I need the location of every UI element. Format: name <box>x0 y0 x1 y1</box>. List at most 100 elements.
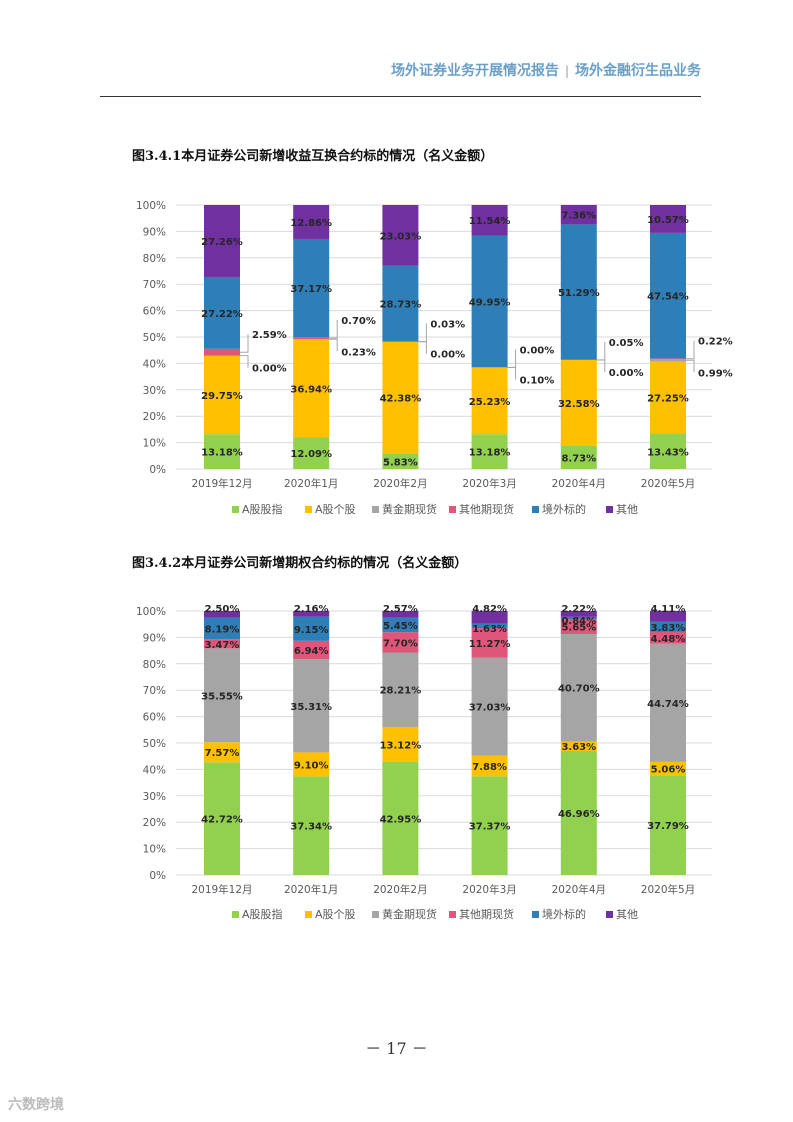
data-label: 0.84% <box>561 616 596 627</box>
bar-segment <box>650 433 686 469</box>
bar-segment <box>293 611 330 617</box>
bar-segment <box>204 205 240 277</box>
data-label: 37.17% <box>290 284 332 295</box>
bar-segment <box>650 631 686 644</box>
bar-segment <box>204 348 240 356</box>
legend-label: 其他期现货 <box>459 907 514 921</box>
data-label: 36.94% <box>290 384 332 395</box>
bar-segment <box>560 204 597 225</box>
legend-swatch <box>606 506 613 513</box>
bar-segment <box>204 648 240 743</box>
bar-segment <box>382 611 419 618</box>
bar-segment <box>560 619 597 634</box>
figure-2-chart: 0% 10% 20% 30% 40% 50% 60% 70% 80% 90% 100% 2019年12… <box>136 604 712 921</box>
bar-segment <box>560 751 597 875</box>
data-label: 12.09% <box>290 449 332 460</box>
bar-segment <box>650 358 686 362</box>
legend-label: 其他期现货 <box>459 502 514 516</box>
data-label: 27.25% <box>647 394 689 405</box>
data-label: 3.63% <box>561 742 596 753</box>
legend-swatch <box>305 911 312 918</box>
data-label: 0.00% <box>520 345 555 356</box>
bar-segment <box>293 659 330 753</box>
data-label: 3.83% <box>651 623 686 634</box>
bar-segment <box>204 639 240 649</box>
data-label: 2.22% <box>561 604 596 615</box>
y-tick-label: 10% <box>143 438 166 450</box>
bar-segment <box>560 741 597 752</box>
data-label: 46.96% <box>558 809 600 820</box>
callout-line <box>240 355 249 368</box>
bar-segment <box>650 761 686 776</box>
data-label: 7.36% <box>561 211 596 222</box>
callout-line <box>329 320 338 339</box>
data-label: 8.73% <box>561 453 596 464</box>
x-tick-label: 2019年12月 <box>191 477 252 490</box>
y-tick-label: 80% <box>143 659 166 671</box>
bar-segment <box>382 265 419 342</box>
y-tick-label: 0% <box>149 870 166 882</box>
bar-segment <box>471 434 508 469</box>
callout-line <box>240 334 249 353</box>
bar-segment <box>471 611 508 624</box>
bar-segment <box>382 652 419 727</box>
callout-line <box>507 349 517 368</box>
bar-segment <box>471 235 508 368</box>
legend-label: A股股指 <box>242 502 283 516</box>
bar-segment <box>293 205 330 239</box>
x-tick-label: 2020年5月 <box>641 477 695 490</box>
legend-swatch <box>532 911 539 918</box>
bar-segment <box>293 338 330 340</box>
bar-segment <box>382 632 419 653</box>
legend-label: A股个股 <box>315 503 356 516</box>
data-label: 7.57% <box>205 748 240 759</box>
data-label: 13.12% <box>380 740 422 751</box>
data-label: 0.00% <box>609 368 644 379</box>
bar-segment <box>471 367 508 435</box>
data-label: 37.34% <box>290 822 332 833</box>
data-label: 0.99% <box>698 368 733 379</box>
callout-line <box>686 359 695 373</box>
watermark-logo: 六数跨境 <box>8 1097 64 1113</box>
bar-segment <box>382 341 419 454</box>
bar-segment <box>382 205 419 266</box>
data-label: 0.70% <box>341 316 376 327</box>
data-label: 2.59% <box>252 330 287 341</box>
figure-1-chart: 0% 10% 20% 30% 40% 50% 60% 70% 80% 90% 100% 2019年12… <box>136 200 733 516</box>
data-label: 4.11% <box>651 604 686 615</box>
page-number: － 17 － <box>365 1039 428 1058</box>
data-label: 37.37% <box>469 822 511 833</box>
bar-segment <box>650 643 686 762</box>
x-tick-label: 2020年4月 <box>552 477 606 490</box>
legend-swatch <box>232 911 239 918</box>
data-label: 5.45% <box>383 621 418 632</box>
y-tick-label: 40% <box>143 358 166 370</box>
legend-label: A股个股 <box>315 908 356 921</box>
bar-segment <box>204 434 240 469</box>
legend-swatch <box>532 506 539 513</box>
bar-segment <box>293 437 330 469</box>
bar-segment <box>471 205 508 236</box>
bar-segment <box>471 755 508 777</box>
data-label: 23.03% <box>380 231 422 242</box>
data-label: 29.75% <box>201 391 243 402</box>
bar-segment <box>382 726 419 762</box>
bar-segment <box>650 775 686 875</box>
x-tick-label: 2020年3月 <box>462 477 516 490</box>
data-label: 35.31% <box>290 702 332 713</box>
header-left-title: 场外证券业务开展情况报告 <box>390 63 559 79</box>
y-tick-label: 60% <box>143 306 166 318</box>
legend-swatch <box>372 911 379 918</box>
y-tick-label: 60% <box>143 712 166 724</box>
data-label: 32.58% <box>558 399 600 410</box>
y-tick-label: 90% <box>143 226 166 238</box>
bar-segment <box>204 355 240 435</box>
figure-2-title: 图3.4.2本月证券公司新增期权合约标的情况（名义金额） <box>132 556 468 571</box>
data-label: 0.22% <box>698 337 733 348</box>
legend-swatch <box>449 506 456 513</box>
data-label: 40.70% <box>558 684 600 695</box>
bar-segment <box>382 453 419 469</box>
data-label: 12.86% <box>290 218 332 229</box>
callout-line <box>329 338 338 352</box>
legend-label: 黄金期现货 <box>382 907 437 921</box>
